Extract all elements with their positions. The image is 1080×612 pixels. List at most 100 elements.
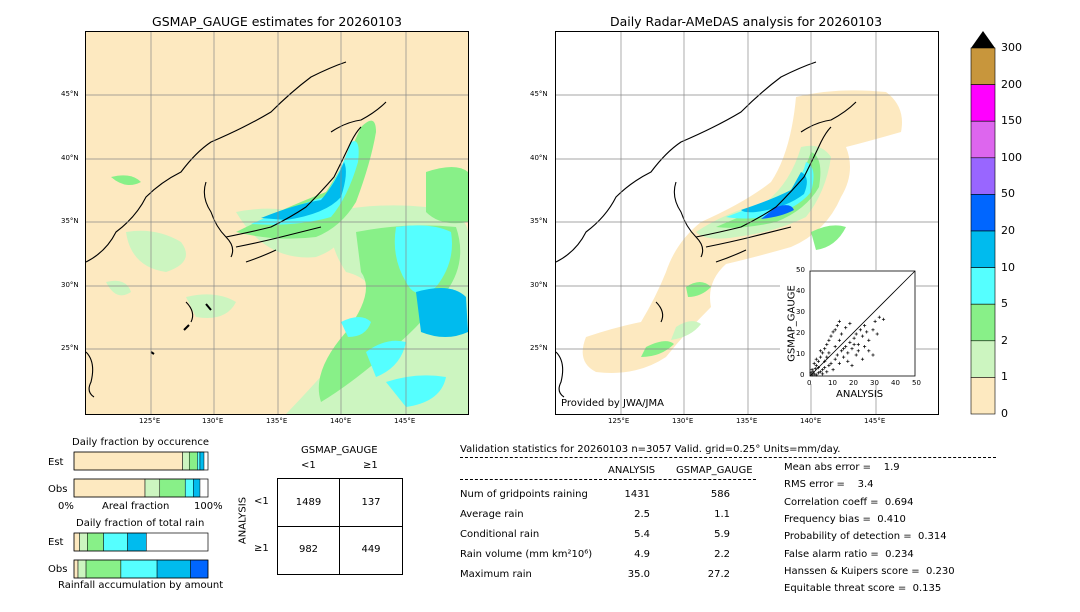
scatter-point-24: [827, 338, 831, 342]
scatter-point-62: [844, 326, 848, 330]
scatter-point-1: [812, 372, 816, 376]
right-lon-label-145: 145°E: [864, 417, 886, 425]
scatter-ytick-10: 10: [796, 350, 805, 358]
left-lat-label-45: 45°N: [61, 90, 79, 98]
colorbar-segment-2: [970, 120, 996, 159]
scatter-plot: [809, 270, 916, 377]
scatter-point-47: [842, 347, 846, 351]
occurrence-axis-mid: Areal fraction: [102, 501, 170, 512]
contingency-cell-b: 137: [361, 497, 381, 508]
left-lat-label-30: 30°N: [61, 281, 79, 289]
scatter-point-8: [814, 363, 818, 368]
rain-title: Daily fraction of total rain: [76, 518, 205, 529]
validation-row-analysis-1: 2.5: [634, 509, 650, 520]
validation-row-label-4: Maximum rain: [460, 569, 532, 580]
rain-footer: Rainfall accumulation by amount: [58, 580, 224, 591]
scatter-xtick-30: 30: [870, 379, 879, 387]
scatter-point-59: [833, 345, 837, 349]
right-lat-label-45: 45°N: [530, 90, 548, 98]
contingency-cell-a: 1489: [295, 497, 322, 508]
scatter-point-9: [823, 366, 827, 370]
occ-obs-seg-0: [73, 478, 146, 498]
rain-est-frame: [73, 532, 209, 552]
colorbar-segment-7: [970, 303, 996, 342]
colorbar-tick-5: 5: [1001, 297, 1008, 311]
left-lat-label-25: 25°N: [61, 344, 79, 352]
scatter-point-48: [846, 359, 850, 363]
colorbar-segment-1: [970, 84, 996, 122]
validation-row-label-2: Conditional rain: [460, 529, 540, 540]
right-lat-label-35: 35°N: [530, 217, 548, 225]
rain-est-seg-1: [79, 532, 88, 552]
scatter-point-58: [827, 351, 831, 355]
occurrence-axis-right: 100%: [194, 501, 223, 512]
contingency-col-ge1: ≥1: [363, 460, 378, 471]
scatter-point-67: [867, 349, 871, 353]
rain-est-seg-4: [127, 532, 147, 552]
scatter-xlabel: ANALYSIS: [836, 389, 884, 400]
scatter-point-55: [810, 368, 814, 372]
scatter-point-10: [825, 370, 829, 374]
scatter-point-69: [809, 371, 813, 375]
occurrence-est-bar: [73, 451, 209, 471]
validation-col-gsmap: GSMAP_GAUGE: [676, 465, 753, 476]
scatter-point-13: [816, 359, 820, 363]
scatter-point-16: [833, 357, 837, 361]
scatter-points: [809, 315, 886, 377]
colorbar-tick-1: 1: [1001, 370, 1008, 384]
contingency-row-label: ANALYSIS: [237, 496, 249, 545]
scatter-point-32: [854, 332, 858, 336]
scatter-diagonal: [809, 270, 916, 377]
validation-score-0: Mean abs error = 1.9: [784, 462, 900, 473]
colorbar-segment-4: [970, 194, 996, 232]
scatter-point-57: [825, 355, 829, 359]
validation-divider: [460, 457, 996, 458]
scatter-point-40: [865, 330, 869, 334]
scatter-point-36: [858, 328, 862, 332]
occ-obs-seg-2: [159, 478, 186, 498]
left-islands: [150, 303, 212, 355]
scatter-point-29: [831, 330, 835, 334]
validation-row-analysis-2: 5.4: [634, 529, 650, 540]
scatter-ylabel: GSMAP_GAUGE: [786, 285, 798, 362]
scatter-point-22: [842, 355, 846, 359]
colorbar: [970, 31, 996, 415]
scatter-xtick-40: 40: [891, 379, 900, 387]
validation-row-label-0: Num of gridpoints raining: [460, 489, 588, 500]
scatter-ytick-40: 40: [796, 287, 805, 295]
validation-row-gsmap-3: 2.2: [714, 549, 730, 560]
scatter-point-66: [863, 345, 867, 349]
scatter-point-46: [881, 317, 886, 321]
colorbar-segment-8: [970, 340, 996, 378]
occ-est-seg-1: [182, 451, 190, 471]
validation-subdivider: [460, 479, 756, 480]
right-lat-label-30: 30°N: [530, 281, 548, 289]
validation-row-analysis-3: 4.9: [634, 549, 650, 560]
scatter-xtick-50: 50: [912, 379, 921, 387]
right-map-title: Daily Radar-AMeDAS analysis for 20260103: [609, 14, 883, 29]
colorbar-segment-5: [970, 230, 996, 268]
scatter-point-56: [821, 372, 825, 376]
scatter-point-52: [814, 357, 818, 361]
rain-est-seg-3: [103, 532, 128, 552]
scatter-point-31: [852, 336, 856, 340]
scatter-point-14: [818, 355, 823, 359]
colorbar-segment-6: [970, 267, 996, 305]
scatter-point-54: [812, 361, 816, 365]
scatter-point-30: [850, 347, 854, 351]
right-lon-label-140: 140°E: [800, 417, 822, 425]
scatter-point-33: [833, 328, 837, 332]
scatter-point-18: [821, 351, 825, 355]
scatter-point-50: [854, 353, 858, 357]
colorbar-tick-50: 50: [1001, 187, 1015, 201]
rain-obs-seg-4: [156, 559, 191, 579]
scatter-point-71: [823, 359, 827, 363]
scatter-point-49: [850, 363, 854, 368]
scatter-point-19: [823, 347, 827, 351]
scatter-point-5: [818, 370, 823, 374]
scatter-point-26: [846, 351, 850, 355]
colorbar-tick-150: 150: [1001, 114, 1022, 128]
left-lat-label-35: 35°N: [61, 217, 79, 225]
scatter-xtick-10: 10: [828, 379, 837, 387]
occurrence-obs-label: Obs: [48, 484, 68, 495]
